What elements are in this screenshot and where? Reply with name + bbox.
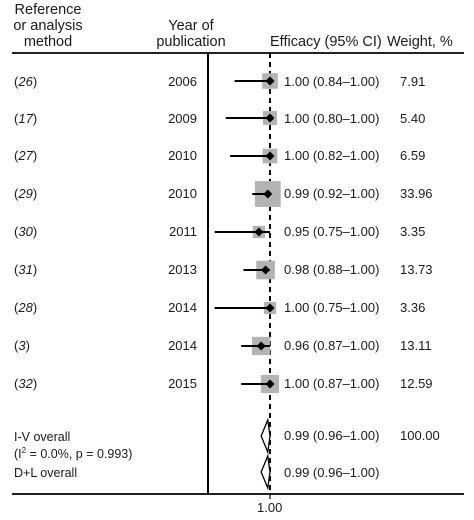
header-rule: [12, 52, 464, 54]
study-reference: (30): [14, 224, 38, 239]
heterogeneity-superscript: 2: [21, 446, 27, 455]
study-point-estimate: [256, 341, 266, 351]
dl-overall-ci: 0.99 (0.96–1.00): [284, 465, 380, 480]
dl-overall-label: D+L overall: [14, 466, 78, 480]
study-year: 2009: [168, 111, 197, 126]
study-reference: (29): [14, 186, 38, 201]
weight-column-header: Weight, %: [387, 34, 453, 50]
study-reference-number: 27: [18, 148, 33, 163]
header-line: Reference: [14, 2, 82, 18]
x-axis-tick-label: 1.00: [257, 500, 283, 515]
study-weight: 13.11: [400, 338, 432, 353]
study-ci-text: 1.00 (0.84–1.00): [284, 74, 380, 89]
iv-overall-heterogeneity: (I2 = 0.0%, p = 0.993): [14, 443, 132, 462]
study-ci-text: 1.00 (0.87–1.00): [284, 376, 380, 391]
study-reference: (28): [14, 300, 38, 315]
study-ci-text: 0.96 (0.87–1.00): [284, 338, 380, 353]
study-weight: 3.36: [400, 300, 426, 315]
header-line: Year of: [168, 18, 214, 34]
study-weight: 12.59: [400, 376, 433, 391]
study-reference: (26): [14, 74, 38, 89]
study-reference-number: 3: [18, 338, 26, 353]
header-line: method: [23, 34, 73, 50]
study-year: 2011: [169, 224, 197, 239]
study-point-estimate: [265, 303, 275, 313]
pooled-diamond: [260, 417, 271, 455]
study-point-estimate: [265, 76, 275, 86]
study-year: 2014: [168, 300, 197, 315]
study-reference: (32): [14, 376, 38, 391]
study-reference-number: 17: [18, 111, 33, 126]
study-weight: 13.73: [400, 262, 433, 277]
study-reference-number: 32: [18, 376, 33, 391]
study-reference: (17): [14, 111, 38, 126]
pooled-diamond: [260, 453, 271, 491]
study-reference-number: 29: [18, 186, 33, 201]
iv-overall-ci: 0.99 (0.96–1.00): [284, 428, 380, 443]
heterogeneity-prefix: (I: [14, 447, 22, 462]
study-year: 2015: [168, 376, 197, 391]
study-reference-number: 26: [18, 74, 33, 89]
bottom-rule: [12, 493, 464, 495]
study-weight: 3.35: [400, 224, 426, 239]
study-reference: (3): [14, 338, 30, 353]
study-ci-text: 0.98 (0.88–1.00): [284, 262, 380, 277]
year-column-header: Year of publication: [145, 18, 237, 50]
study-ci-text: 1.00 (0.82–1.00): [284, 148, 380, 163]
header-line: publication: [156, 34, 226, 50]
study-ci-text: 1.00 (0.80–1.00): [284, 111, 380, 126]
iv-overall-label: I-V overall: [14, 430, 71, 444]
study-point-estimate: [265, 113, 275, 123]
study-year: 2010: [168, 148, 197, 163]
study-point-estimate: [263, 189, 273, 199]
iv-overall-weight: 100.00: [400, 428, 440, 443]
study-point-estimate: [254, 227, 264, 237]
study-weight: 5.40: [400, 111, 426, 126]
header-line: or analysis: [13, 18, 83, 34]
study-year: 2006: [168, 74, 197, 89]
study-ci-text: 0.95 (0.75–1.00): [284, 224, 380, 239]
study-ci-text: 0.99 (0.92–1.00): [284, 186, 380, 201]
reference-column-header: Reference or analysis method: [6, 2, 90, 50]
study-reference: (31): [14, 262, 38, 277]
study-ci-text: 1.00 (0.75–1.00): [284, 300, 380, 315]
study-point-estimate: [265, 379, 275, 389]
study-reference-number: 31: [18, 262, 33, 277]
study-reference: (27): [14, 148, 38, 163]
study-weight: 7.91: [400, 74, 426, 89]
study-weight: 6.59: [400, 148, 426, 163]
study-point-estimate: [261, 265, 271, 275]
study-reference-number: 30: [18, 224, 33, 239]
heterogeneity-stats: = 0.0%, p = 0.993): [26, 447, 133, 462]
study-weight: 33.96: [400, 186, 433, 201]
study-year: 2014: [168, 338, 197, 353]
efficacy-column-header: Efficacy (95% CI): [270, 34, 382, 50]
study-reference-number: 28: [18, 300, 33, 315]
study-year: 2010: [168, 186, 197, 201]
study-year: 2013: [168, 262, 197, 277]
study-point-estimate: [265, 151, 275, 161]
